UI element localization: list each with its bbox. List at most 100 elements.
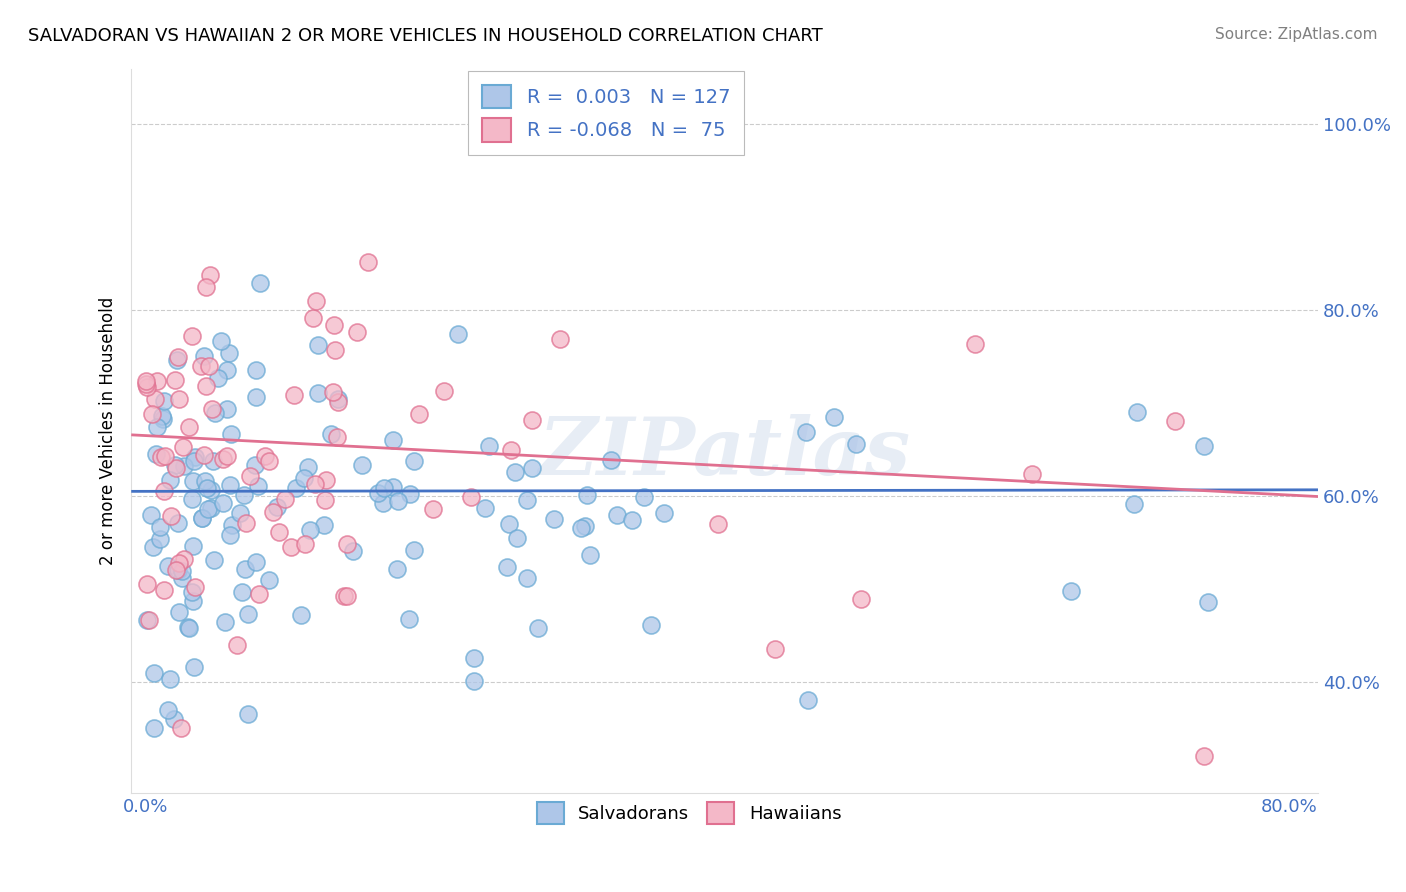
Point [177,621,200,635]
Point [191,511,214,525]
Point [177,419,200,434]
Legend: Salvadorans, Hawaiians: Salvadorans, Hawaiians [526,791,852,835]
Point [387,493,409,508]
Point [177,620,200,634]
Point [149,520,172,534]
Point [239,469,262,483]
Text: SALVADORAN VS HAWAIIAN 2 OR MORE VEHICLES IN HOUSEHOLD CORRELATION CHART: SALVADORAN VS HAWAIIAN 2 OR MORE VEHICLE… [28,27,823,45]
Point [180,491,202,506]
Point [156,703,179,717]
Point [478,439,501,453]
Point [165,458,187,472]
Point [294,537,316,551]
Point [357,255,380,269]
Point [633,490,655,504]
Y-axis label: 2 or more Vehicles in Household: 2 or more Vehicles in Household [100,297,117,565]
Point [193,448,215,462]
Point [153,393,176,408]
Point [232,488,254,502]
Point [499,442,522,457]
Point [202,454,225,468]
Point [1164,414,1187,428]
Point [575,487,598,501]
Point [225,638,247,652]
Point [135,380,157,394]
Point [796,693,818,707]
Point [548,332,571,346]
Point [136,577,159,591]
Point [1126,404,1149,418]
Point [190,359,212,374]
Point [236,607,259,622]
Point [292,471,315,485]
Point [165,460,187,475]
Point [159,673,181,687]
Point [180,585,202,599]
Point [155,449,177,463]
Point [1122,497,1144,511]
Point [516,493,538,508]
Point [194,379,217,393]
Point [170,722,193,736]
Point [167,392,190,406]
Point [307,338,329,352]
Point [257,454,280,468]
Point [146,374,169,388]
Point [236,707,259,722]
Point [195,481,218,495]
Point [245,390,267,404]
Point [574,519,596,533]
Point [652,507,675,521]
Point [167,556,190,570]
Point [207,371,229,385]
Point [212,452,235,467]
Point [181,329,204,343]
Point [218,478,240,492]
Point [138,613,160,627]
Point [463,673,485,688]
Point [143,392,166,407]
Point [849,592,872,607]
Point [200,268,222,282]
Point [219,528,242,542]
Point [474,501,496,516]
Point [460,490,482,504]
Point [229,506,252,520]
Point [143,721,166,735]
Point [522,412,544,426]
Point [145,420,167,434]
Point [516,571,538,585]
Point [173,459,195,474]
Point [172,440,194,454]
Point [1060,583,1083,598]
Point [307,386,329,401]
Point [506,532,529,546]
Point [212,496,235,510]
Point [314,517,336,532]
Point [245,555,267,569]
Point [326,430,349,444]
Point [184,450,207,464]
Point [173,552,195,566]
Point [183,660,205,674]
Point [297,459,319,474]
Point [352,458,374,473]
Point [149,532,172,546]
Point [1021,467,1043,481]
Point [373,482,395,496]
Point [135,376,157,391]
Point [163,373,186,387]
Point [408,407,430,421]
Point [527,621,550,635]
Point [209,334,232,348]
Point [150,409,173,423]
Point [160,508,183,523]
Point [253,449,276,463]
Point [447,327,470,342]
Point [280,541,302,555]
Point [247,587,270,601]
Point [963,337,986,351]
Point [197,502,219,516]
Point [198,359,221,373]
Point [194,474,217,488]
